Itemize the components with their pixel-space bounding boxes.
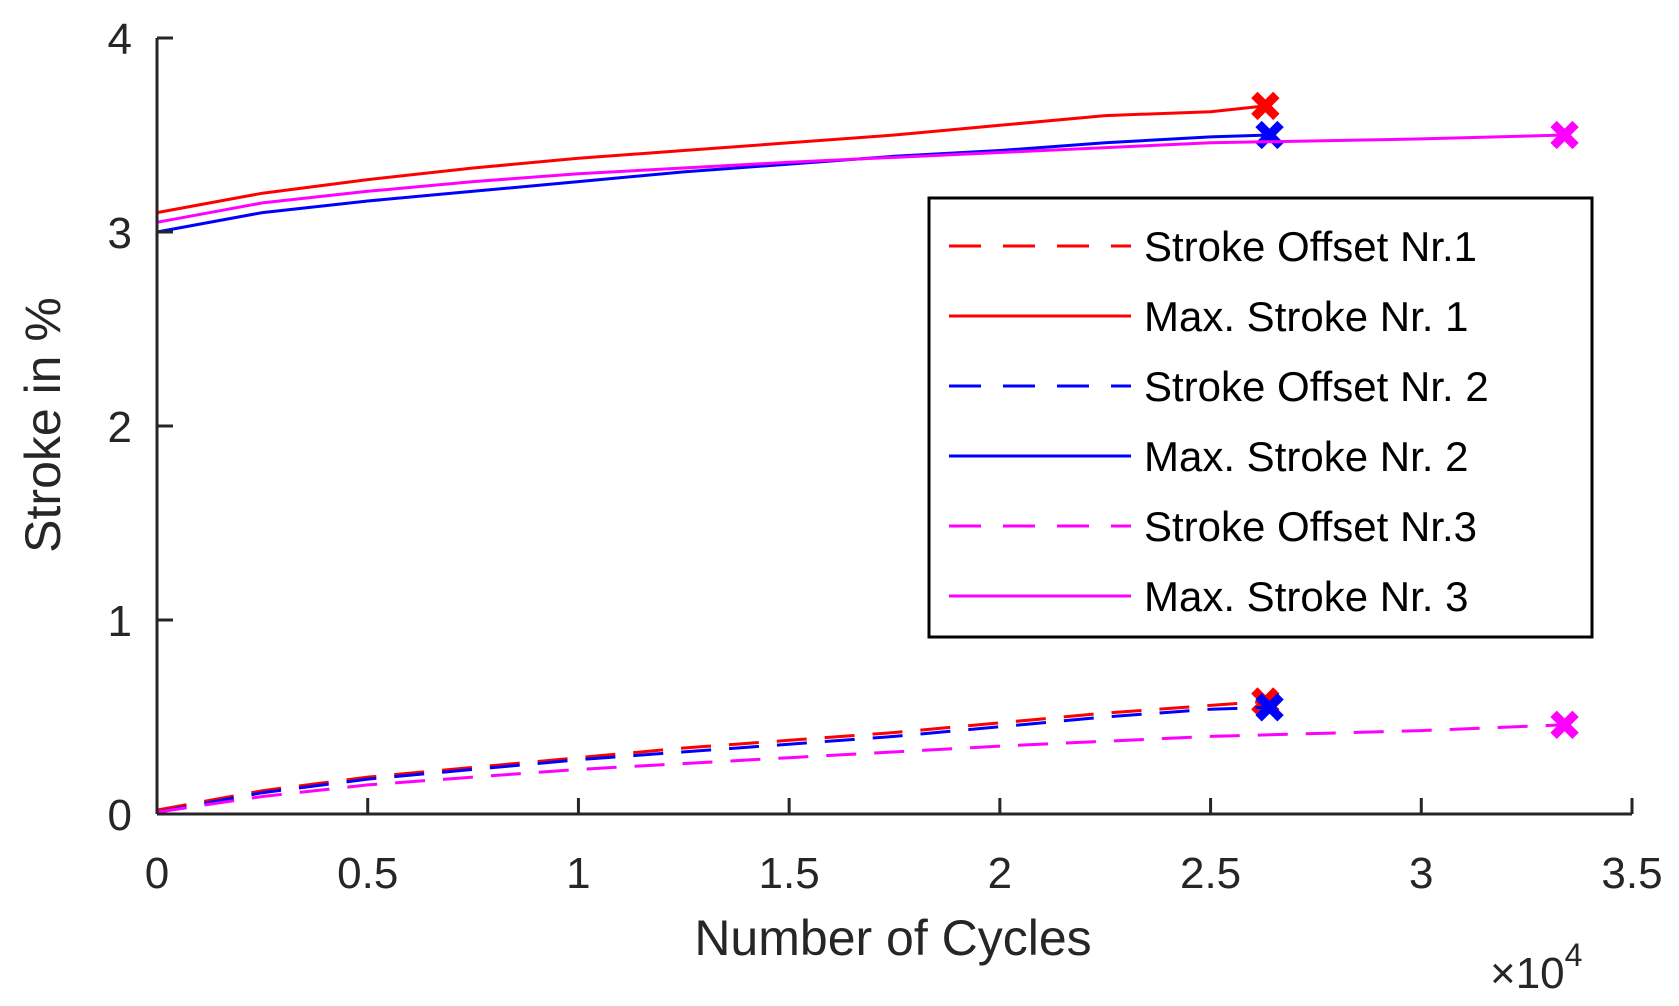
x-tick-label: 1.5 — [759, 849, 820, 898]
x-axis-label: Number of Cycles — [694, 910, 1091, 966]
x-tick-label: 3 — [1409, 849, 1433, 898]
legend-label: Stroke Offset Nr.3 — [1144, 503, 1477, 550]
y-tick-label: 3 — [108, 209, 132, 258]
end-marker-6 — [1550, 120, 1579, 150]
series-line-6 — [156, 133, 1565, 224]
series-line-3 — [156, 705, 1270, 814]
x-tick-label: 3.5 — [1601, 849, 1662, 898]
legend-box — [927, 196, 1594, 639]
x-axis-multiplier: ×104 — [1490, 937, 1582, 998]
x-tick-label: 0.5 — [337, 849, 398, 898]
y-tick-label: 4 — [108, 15, 132, 64]
y-axis-label: Stroke in % — [15, 297, 71, 553]
x-tick-label: 0 — [145, 849, 169, 898]
legend-label: Stroke Offset Nr. 2 — [1144, 363, 1489, 410]
legend-label: Max. Stroke Nr. 2 — [1144, 433, 1468, 480]
series-line-4 — [156, 133, 1270, 234]
series-line-5 — [156, 723, 1565, 814]
legend: Stroke Offset Nr.1 Max. Stroke Nr. 1 Strok… — [927, 196, 1594, 639]
x-tick-label: 1 — [566, 849, 590, 898]
legend-label: Max. Stroke Nr. 3 — [1144, 573, 1468, 620]
legend-label: Stroke Offset Nr.1 — [1144, 223, 1477, 270]
plot-lines — [156, 91, 1579, 814]
end-marker-5 — [1550, 710, 1579, 739]
series-line-1 — [156, 700, 1266, 812]
y-tick-label: 2 — [108, 403, 132, 452]
legend-label: Max. Stroke Nr. 1 — [1144, 293, 1468, 340]
y-tick-label: 1 — [108, 597, 132, 646]
x-tick-label: 2 — [988, 849, 1012, 898]
end-marker-2 — [1251, 91, 1280, 121]
end-marker-3 — [1255, 693, 1284, 722]
y-tick-label: 0 — [108, 791, 132, 840]
series-line-2 — [156, 104, 1266, 215]
x-tick-label: 2.5 — [1180, 849, 1241, 898]
axes: 0 0.5 1 1.5 2 2.5 3 3.5 0 1 2 3 4 — [108, 15, 1663, 898]
